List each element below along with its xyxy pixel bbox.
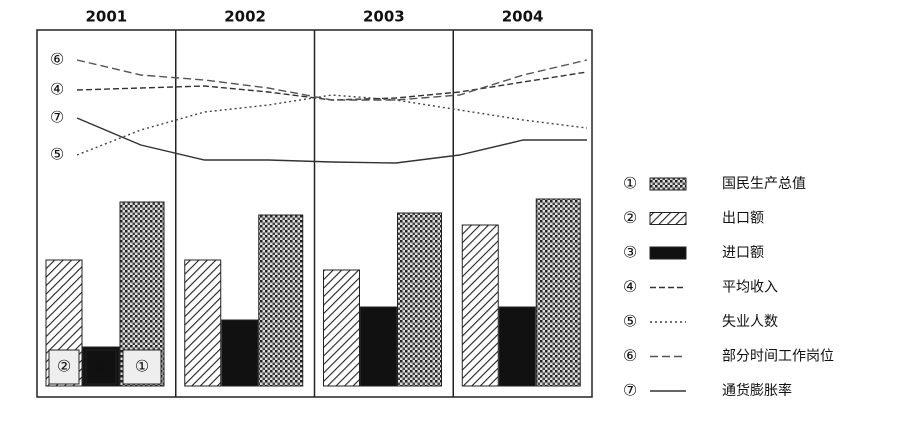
legend-marker: ③	[623, 243, 637, 262]
legend-marker: ②	[623, 208, 637, 227]
bar	[184, 259, 222, 387]
bar	[397, 212, 442, 387]
line-tag: ⑥	[50, 50, 64, 69]
legend-label: 国民生产总值	[722, 176, 806, 192]
bar	[258, 214, 304, 387]
year-label: 2004	[502, 8, 544, 26]
bar	[360, 306, 397, 387]
line	[76, 94, 588, 156]
bar-tag: ①	[135, 357, 149, 376]
legend-swatch	[649, 212, 687, 225]
legend-label: 部分时间工作岗位	[722, 349, 834, 365]
line-tag: ⑦	[50, 108, 64, 127]
legend-marker: ①	[623, 174, 637, 193]
legend-marker: ⑤	[623, 312, 637, 331]
year-label: 2001	[86, 8, 128, 26]
line	[76, 59, 588, 101]
bar	[498, 306, 536, 387]
line	[76, 117, 587, 164]
year-label: 2002	[224, 8, 266, 26]
bar	[461, 224, 499, 387]
legend-marker: ④	[623, 277, 637, 296]
legend-marker: ⑦	[623, 381, 637, 400]
line-tag: ④	[50, 80, 64, 99]
line-tag: ⑤	[50, 145, 64, 164]
legend-marker: ⑥	[623, 346, 637, 365]
legend-swatch	[649, 246, 687, 260]
year-label: 2003	[363, 8, 405, 26]
bar-tag: ③	[94, 357, 108, 376]
legend-label: 平均收入	[722, 280, 778, 296]
bar-tag-box	[122, 349, 162, 385]
legend-label: 通货膨胀率	[722, 382, 792, 399]
legend-label: 出口额	[722, 211, 764, 227]
bar-tag-box	[85, 349, 117, 385]
bar-tag-box	[48, 349, 80, 385]
bar	[535, 198, 581, 387]
legend-label: 失业人数	[722, 314, 778, 330]
bar-tag: ②	[57, 357, 71, 376]
bar	[221, 319, 259, 387]
bar	[323, 269, 360, 387]
legend-swatch	[649, 177, 687, 191]
legend-label: 进口额	[722, 245, 764, 261]
